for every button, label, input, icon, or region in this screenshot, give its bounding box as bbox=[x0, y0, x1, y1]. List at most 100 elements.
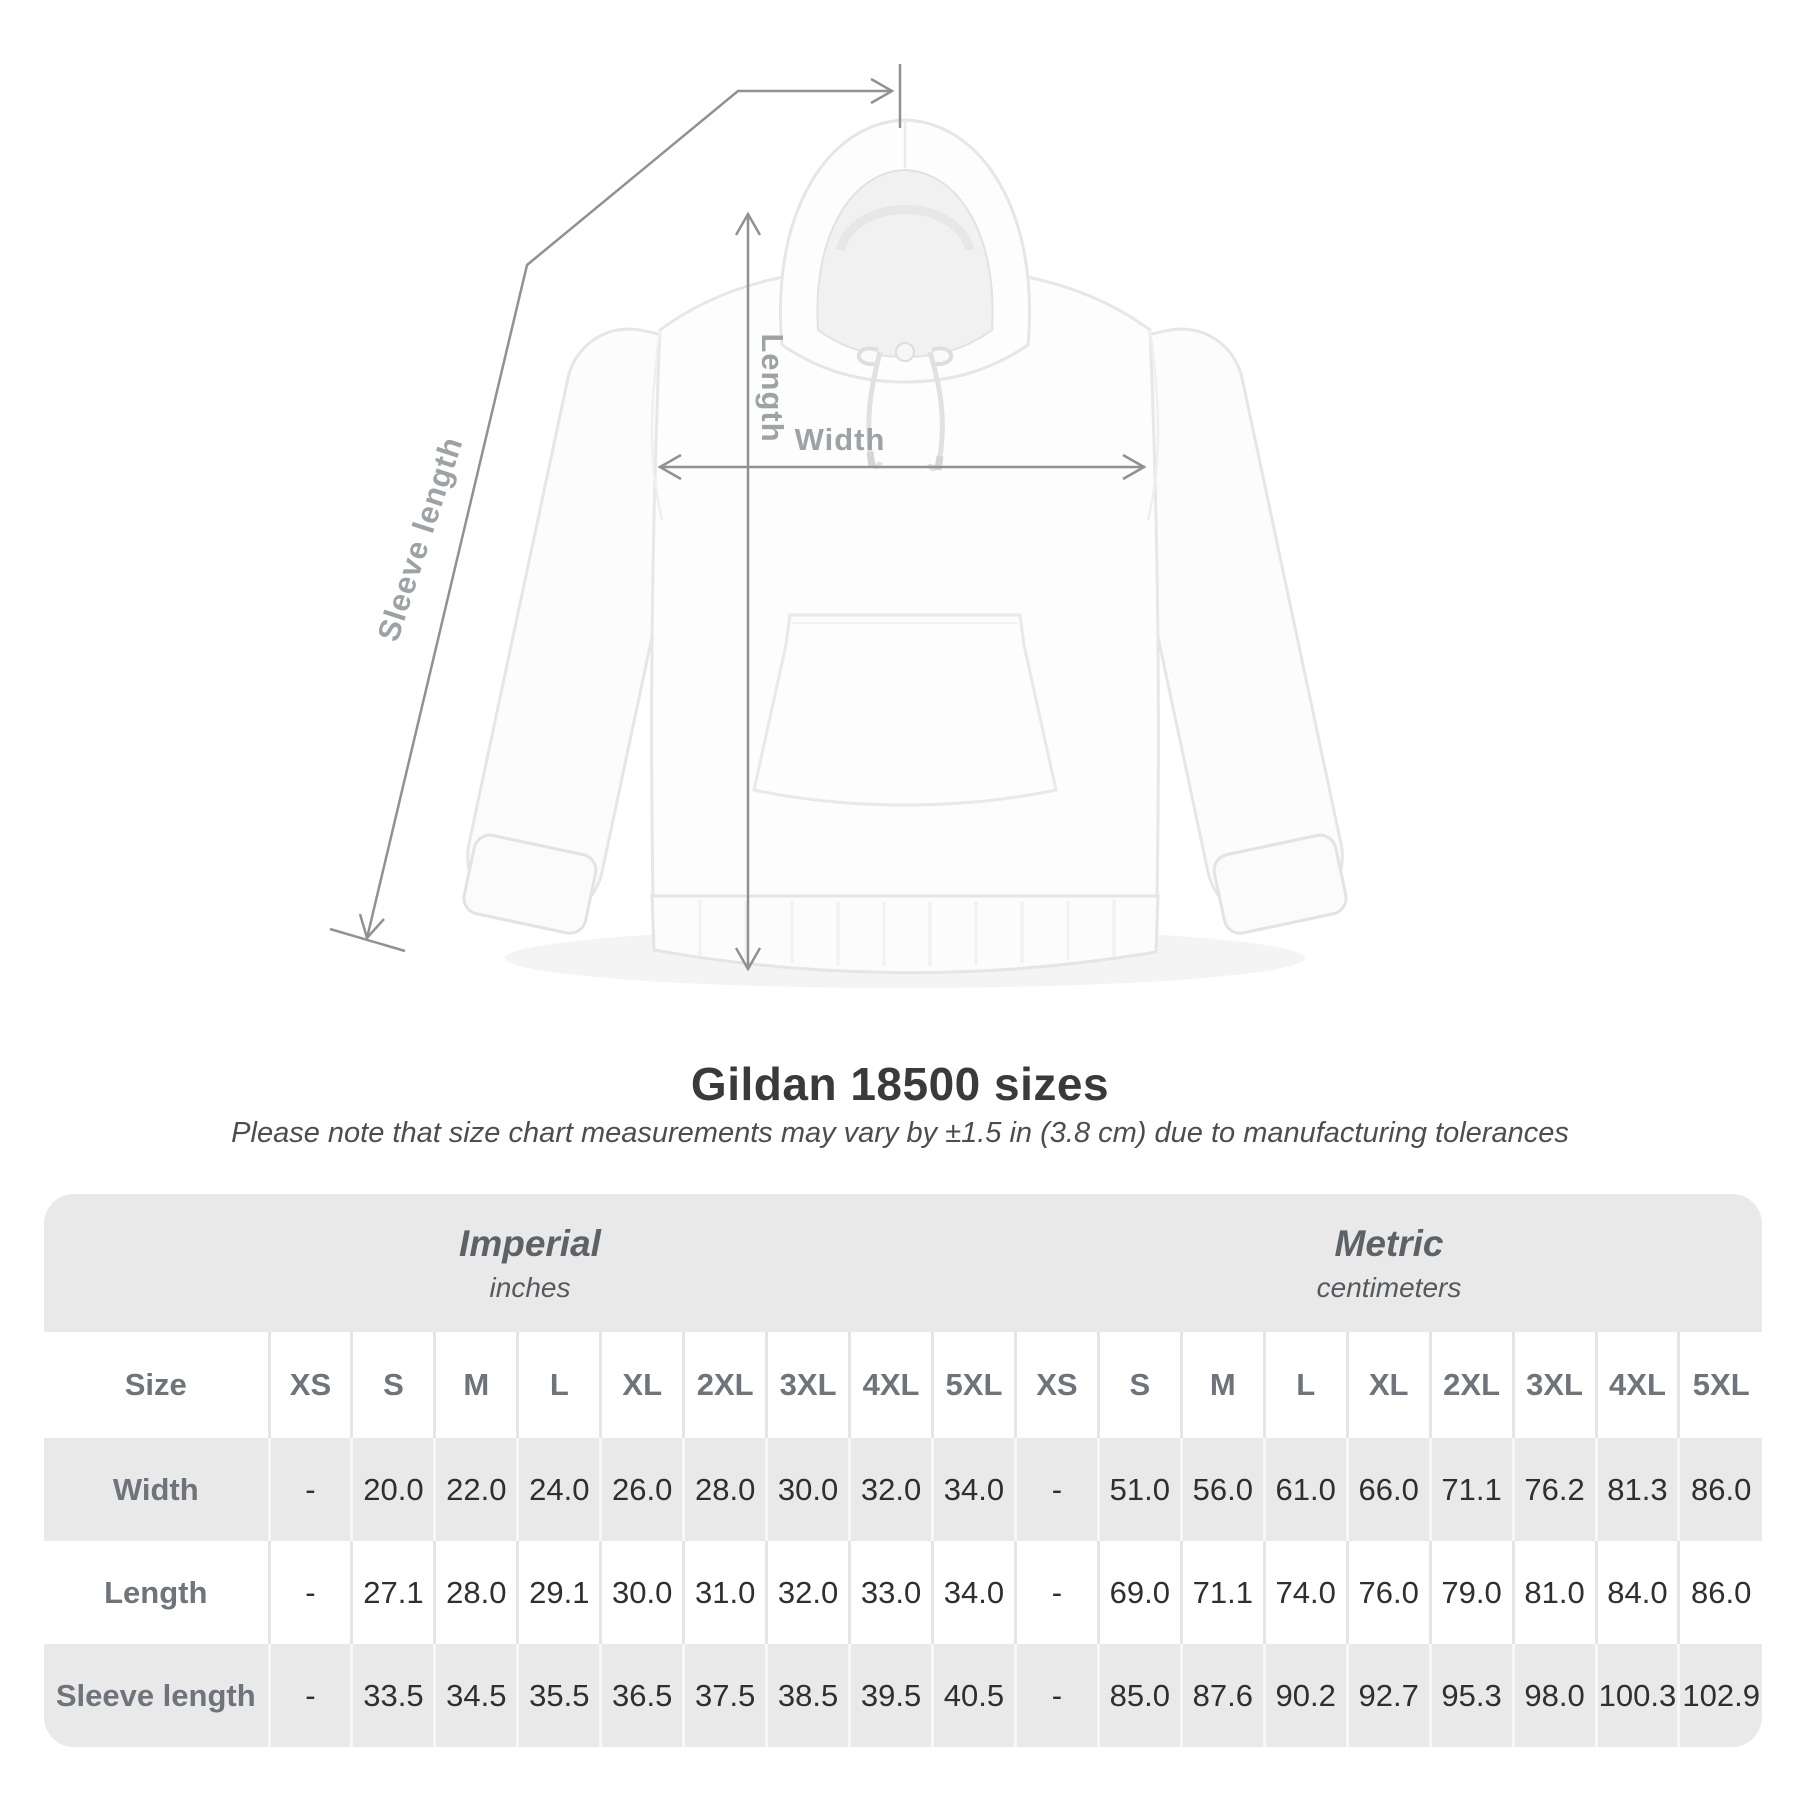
size-value-cell: 69.0 bbox=[1096, 1541, 1182, 1644]
size-col-header: S bbox=[350, 1332, 435, 1438]
row-label: Length bbox=[104, 1574, 208, 1610]
size-value-cell: 51.0 bbox=[1096, 1438, 1182, 1541]
arrow-right-icon bbox=[1122, 453, 1147, 481]
size-value-cell: 84.0 bbox=[1594, 1541, 1679, 1644]
size-value-cell: 34.0 bbox=[931, 1541, 1016, 1644]
size-value-cell: - bbox=[1013, 1438, 1099, 1541]
size-col-header: XL bbox=[599, 1332, 684, 1438]
size-value-cell: 38.5 bbox=[765, 1644, 850, 1747]
size-col-header: XS bbox=[267, 1332, 352, 1438]
sleeve-length-label: Sleeve length bbox=[370, 432, 469, 645]
size-value-cell: 86.0 bbox=[1677, 1541, 1762, 1644]
size-col-header: M bbox=[1179, 1332, 1265, 1438]
drawstrings bbox=[856, 342, 954, 472]
size-value-cell: 30.0 bbox=[765, 1438, 850, 1541]
right-sleeve bbox=[1106, 327, 1348, 935]
row-label: Sleeve length bbox=[55, 1677, 256, 1713]
kangaroo-pocket bbox=[752, 613, 1058, 807]
size-measurements-table: Size XS S M L XL 2XL 3XL 4XL 5XL XS S M … bbox=[44, 1332, 1762, 1747]
size-value-cell: - bbox=[267, 1541, 352, 1644]
size-value-cell: 28.0 bbox=[433, 1541, 518, 1644]
size-value-cell: 24.0 bbox=[516, 1438, 601, 1541]
size-value-cell: 22.0 bbox=[433, 1438, 518, 1541]
length-label: Length bbox=[755, 333, 790, 442]
size-value-cell: - bbox=[1013, 1541, 1099, 1644]
unit-group-band: Imperial inches Metric centimeters bbox=[44, 1194, 1762, 1332]
size-col-header: 2XL bbox=[1428, 1332, 1514, 1438]
armhole-seam-left bbox=[650, 329, 664, 521]
size-value-cell: 85.0 bbox=[1096, 1644, 1182, 1747]
size-col-header: 4XL bbox=[1594, 1332, 1679, 1438]
imperial-unit-label: inches bbox=[489, 1271, 571, 1303]
size-col-header: 2XL bbox=[682, 1332, 767, 1438]
size-col-header: L bbox=[516, 1332, 601, 1438]
metric-group-header: Metric centimeters bbox=[1016, 1194, 1762, 1332]
hoodie-diagram-svg: Sleeve length Length Width bbox=[329, 64, 1348, 988]
size-value-cell: 81.3 bbox=[1594, 1438, 1679, 1541]
size-col-header: 3XL bbox=[765, 1332, 850, 1438]
size-value-cell: 74.0 bbox=[1262, 1541, 1348, 1644]
size-value-cell: 35.5 bbox=[516, 1644, 601, 1747]
hood-inner-shade bbox=[835, 205, 975, 252]
arrow-left-icon bbox=[657, 453, 682, 481]
size-value-cell: 39.5 bbox=[848, 1644, 933, 1747]
arrow-down-icon bbox=[734, 947, 762, 972]
size-value-cell: 20.0 bbox=[350, 1438, 435, 1541]
size-col-header: 5XL bbox=[1677, 1332, 1762, 1438]
size-value-cell: - bbox=[267, 1644, 352, 1747]
size-value-cell: 87.6 bbox=[1179, 1644, 1265, 1747]
size-value-cell: 26.0 bbox=[599, 1438, 684, 1541]
size-value-cell: 33.5 bbox=[350, 1644, 435, 1747]
size-header-row: Size XS S M L XL 2XL 3XL 4XL 5XL XS S M … bbox=[44, 1332, 1762, 1438]
size-col-header: 5XL bbox=[931, 1332, 1016, 1438]
size-value-cell: 81.0 bbox=[1511, 1541, 1596, 1644]
width-dimension-line bbox=[657, 453, 1147, 481]
size-value-cell: 98.0 bbox=[1511, 1644, 1596, 1747]
size-value-cell: 34.0 bbox=[931, 1438, 1016, 1541]
armhole-seam-right bbox=[1146, 329, 1160, 521]
size-value-cell: 32.0 bbox=[765, 1541, 850, 1644]
size-col-header: XS bbox=[1013, 1332, 1099, 1438]
hoodie-illustration bbox=[462, 118, 1348, 988]
size-value-cell: 100.3 bbox=[1594, 1644, 1679, 1747]
size-value-cell: 95.3 bbox=[1428, 1644, 1514, 1747]
tolerance-note: Please note that size chart measurements… bbox=[231, 1117, 1569, 1149]
size-value-cell: 86.0 bbox=[1677, 1438, 1762, 1541]
size-value-cell: 30.0 bbox=[599, 1541, 684, 1644]
width-label: Width bbox=[795, 422, 886, 457]
size-col-header: 3XL bbox=[1511, 1332, 1596, 1438]
size-value-cell: 71.1 bbox=[1179, 1541, 1265, 1644]
hoodie-measurement-diagram: Sleeve length Length Width bbox=[329, 64, 1348, 988]
size-value-cell: 34.5 bbox=[433, 1644, 518, 1747]
size-value-cell: 76.0 bbox=[1345, 1541, 1431, 1644]
sleeve-length-dimension-line bbox=[329, 64, 902, 953]
imperial-group-header: Imperial inches bbox=[44, 1194, 1016, 1332]
hem-band bbox=[650, 894, 1160, 975]
size-value-cell: 56.0 bbox=[1179, 1438, 1265, 1541]
left-cuff bbox=[462, 833, 598, 935]
size-value-cell: 32.0 bbox=[848, 1438, 933, 1541]
hood bbox=[779, 118, 1031, 384]
size-corner-header: Size bbox=[124, 1367, 187, 1402]
size-value-cell: 31.0 bbox=[682, 1541, 767, 1644]
length-dimension-line bbox=[734, 211, 762, 972]
size-value-cell: 79.0 bbox=[1428, 1541, 1514, 1644]
size-col-header: XL bbox=[1345, 1332, 1431, 1438]
size-value-cell: 90.2 bbox=[1262, 1644, 1348, 1747]
size-col-header: M bbox=[433, 1332, 518, 1438]
metric-unit-label: centimeters bbox=[1316, 1271, 1462, 1303]
right-cuff bbox=[1212, 833, 1348, 935]
imperial-label: Imperial bbox=[459, 1222, 601, 1264]
size-col-header: 4XL bbox=[848, 1332, 933, 1438]
size-value-cell: 66.0 bbox=[1345, 1438, 1431, 1541]
size-value-cell: 71.1 bbox=[1428, 1438, 1514, 1541]
size-value-cell: 61.0 bbox=[1262, 1438, 1348, 1541]
size-value-cell: - bbox=[267, 1438, 352, 1541]
size-value-cell: 33.0 bbox=[848, 1541, 933, 1644]
size-value-cell: 40.5 bbox=[931, 1644, 1016, 1747]
size-value-cell: 27.1 bbox=[350, 1541, 435, 1644]
arrow-up-icon bbox=[734, 211, 762, 236]
metric-label: Metric bbox=[1334, 1222, 1444, 1264]
size-col-header: L bbox=[1262, 1332, 1348, 1438]
size-col-header: S bbox=[1096, 1332, 1182, 1438]
